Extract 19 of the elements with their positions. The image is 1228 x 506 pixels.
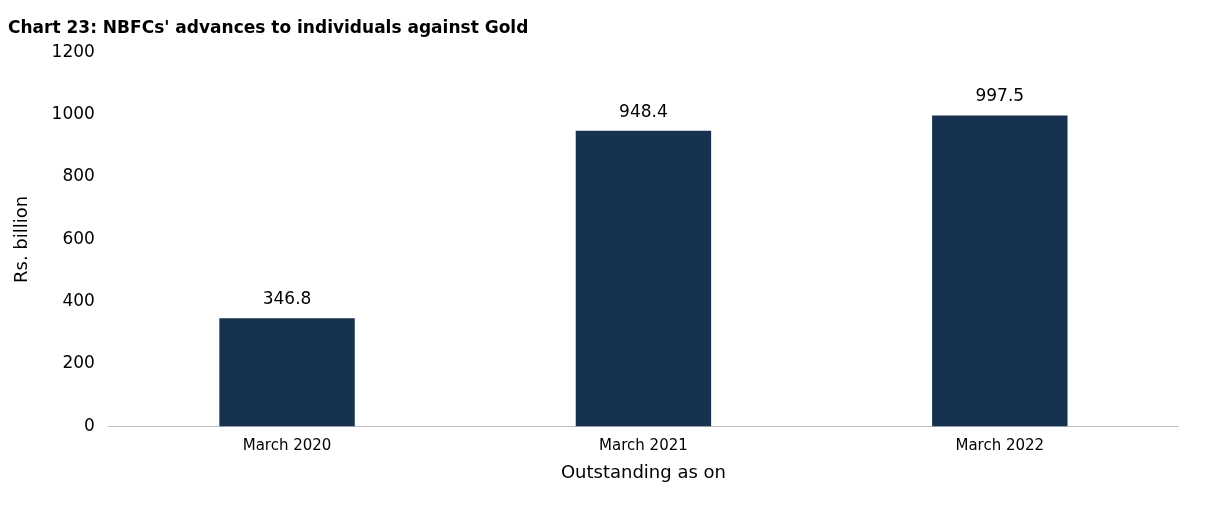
y-tick-label: 1200	[51, 40, 95, 61]
x-axis-title: Outstanding as on	[560, 460, 726, 482]
x-tick-label: March 2022	[955, 436, 1045, 455]
chart-title: Chart 23: NBFCs' advances to individuals against Gold	[8, 16, 529, 37]
bar	[219, 318, 355, 427]
data-label: 997.5	[975, 85, 1025, 106]
x-tick-label: March 2021	[599, 436, 688, 455]
x-tick-label: March 2020	[242, 436, 332, 455]
y-tick-label: 0	[84, 414, 95, 435]
y-tick-label: 800	[62, 165, 95, 186]
y-axis-title: Rs. billion	[10, 195, 32, 283]
data-label: 948.4	[619, 100, 668, 121]
data-label: 346.8	[262, 288, 312, 309]
y-tick-label: 400	[62, 290, 95, 311]
bar	[932, 115, 1068, 427]
bar	[575, 130, 712, 427]
y-tick-label: 200	[62, 352, 95, 373]
y-tick-label: 600	[62, 227, 95, 248]
y-tick-label: 1000	[51, 103, 95, 124]
